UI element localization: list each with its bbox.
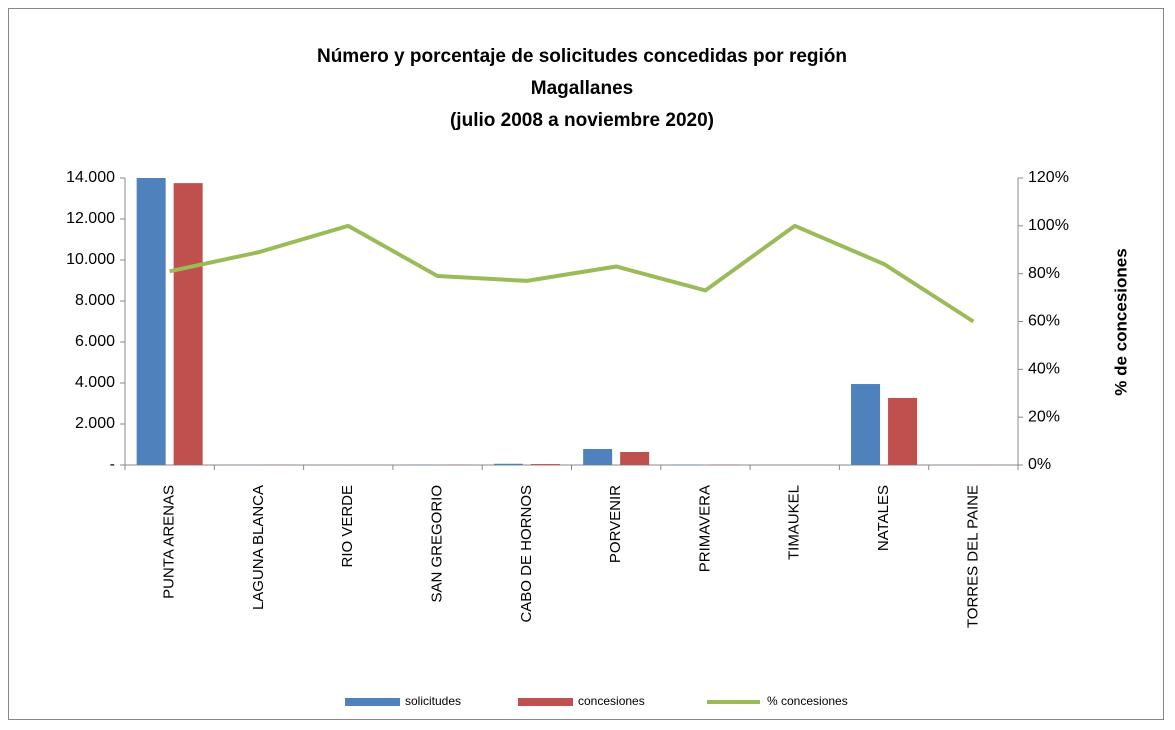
line-series <box>169 223 975 324</box>
y2-tick-label: 80% <box>1028 265 1060 282</box>
y2-tick-label: 20% <box>1028 408 1060 425</box>
y2-tick-label: 60% <box>1028 313 1060 330</box>
legend-swatch <box>345 698 400 706</box>
bar <box>530 464 560 465</box>
x-tick-label: SAN GREGORIO <box>429 485 446 603</box>
x-tick-label: TIMAUKEL <box>786 485 803 560</box>
y-tick-label: 8.000 <box>75 292 115 309</box>
x-tick-label: NATALES <box>875 485 892 551</box>
legend-label: % concesiones <box>767 694 848 708</box>
bar <box>136 178 166 465</box>
x-tick-label: RIO VERDE <box>339 485 356 568</box>
chart-title: Número y porcentaje de solicitudes conce… <box>317 46 847 67</box>
bar <box>851 384 881 465</box>
bar <box>173 183 203 465</box>
y2-tick-label: 100% <box>1028 217 1069 234</box>
y-tick-label: 12.000 <box>66 210 115 227</box>
x-tick-label: CABO DE HORNOS <box>518 485 535 623</box>
x-tick-label: PORVENIR <box>607 485 624 563</box>
x-tick-label: LAGUNA BLANCA <box>250 485 267 610</box>
x-tick-label: PRIMAVERA <box>696 485 713 572</box>
legend-label: solicitudes <box>405 694 461 708</box>
bar <box>583 449 613 465</box>
y2-tick-label: 120% <box>1028 169 1069 186</box>
y2-tick-label: 0% <box>1028 456 1051 473</box>
y-tick-label: 14.000 <box>66 169 115 186</box>
y-tick-label: 2.000 <box>75 415 115 432</box>
y2-tick-label: 40% <box>1028 361 1060 378</box>
legend-swatch <box>518 698 573 706</box>
chart-title: Magallanes <box>531 78 633 99</box>
y-tick-label: 10.000 <box>66 251 115 268</box>
legend-label: concesiones <box>578 694 645 708</box>
bar <box>493 463 523 465</box>
y-tick-label: 4.000 <box>75 374 115 391</box>
y-tick-label: 6.000 <box>75 333 115 350</box>
x-tick-label: TORRES DEL PAINE <box>964 485 981 628</box>
bar <box>620 452 650 465</box>
x-tick-label: PUNTA ARENAS <box>161 485 178 599</box>
chart-title: (julio 2008 a noviembre 2020) <box>450 110 714 131</box>
bar <box>888 397 918 465</box>
y-tick-label: - <box>110 456 115 473</box>
y2-axis-label: % de concesiones <box>1111 248 1130 395</box>
